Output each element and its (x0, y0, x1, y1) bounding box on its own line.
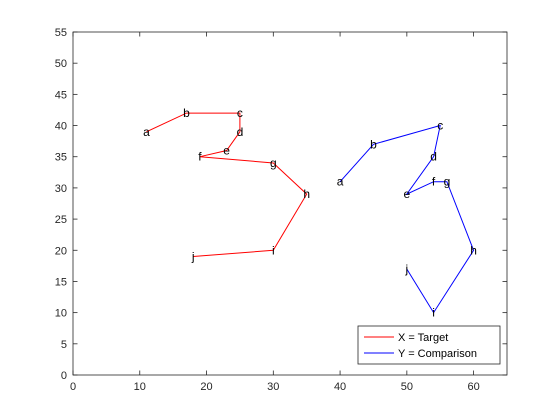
point-label-0-0: a (143, 125, 150, 139)
y-tick-label-1: 5 (61, 339, 67, 351)
x-tick-label-0: 0 (70, 381, 76, 393)
x-tick-label-4: 40 (334, 381, 346, 393)
x-tick-label-1: 10 (134, 381, 146, 393)
y-tick-label-7: 35 (55, 152, 67, 164)
plot-area (73, 32, 507, 375)
point-label-1-5: f (432, 175, 436, 189)
point-label-0-7: h (303, 187, 310, 201)
y-tick-label-10: 50 (55, 58, 67, 70)
y-tick-label-6: 30 (55, 183, 67, 195)
x-tick-label-3: 30 (267, 381, 279, 393)
series-line-1 (339, 124, 475, 314)
x-tick-label-5: 50 (401, 381, 413, 393)
y-tick-label-9: 45 (55, 89, 67, 101)
y-tick-label-11: 55 (55, 27, 67, 39)
point-label-1-4: e (404, 187, 411, 201)
x-tick-label-6: 60 (467, 381, 479, 393)
point-label-0-9: j (191, 250, 195, 264)
point-label-0-5: f (198, 150, 202, 164)
y-tick-label-4: 20 (55, 245, 67, 257)
point-label-0-1: b (183, 106, 190, 120)
point-label-1-6: g (444, 175, 451, 189)
point-label-1-1: b (370, 137, 377, 151)
y-tick-label-2: 10 (55, 308, 67, 320)
point-label-1-7: h (470, 243, 477, 257)
point-label-0-8: i (272, 243, 275, 257)
y-tick-label-3: 15 (55, 276, 67, 288)
point-label-0-6: g (270, 156, 277, 170)
x-tick-label-2: 20 (200, 381, 212, 393)
point-label-0-4: e (223, 143, 230, 157)
point-label-1-9: j (405, 262, 409, 276)
legend-box (357, 325, 501, 365)
point-label-1-3: d (430, 150, 437, 164)
point-label-1-8: i (432, 306, 435, 320)
y-tick-label-0: 0 (61, 370, 67, 382)
axes-box (72, 31, 508, 376)
y-tick-label-5: 25 (55, 214, 67, 226)
y-tick-label-8: 40 (55, 121, 67, 133)
point-label-1-0: a (337, 175, 344, 189)
legend-label-0: X = Target (398, 332, 448, 344)
axes-layer: 0 10 20 30 40 50 60 0 5 10 15 20 25 30 35 40 45 50 55 (55, 27, 508, 393)
point-label-0-2: c (237, 106, 243, 120)
series-line-0 (146, 112, 308, 257)
point-label-0-3: d (237, 125, 244, 139)
legend: X = Target Y = Comparison (357, 325, 501, 365)
legend-label-1: Y = Comparison (398, 348, 477, 360)
point-label-1-2: c (437, 119, 443, 133)
